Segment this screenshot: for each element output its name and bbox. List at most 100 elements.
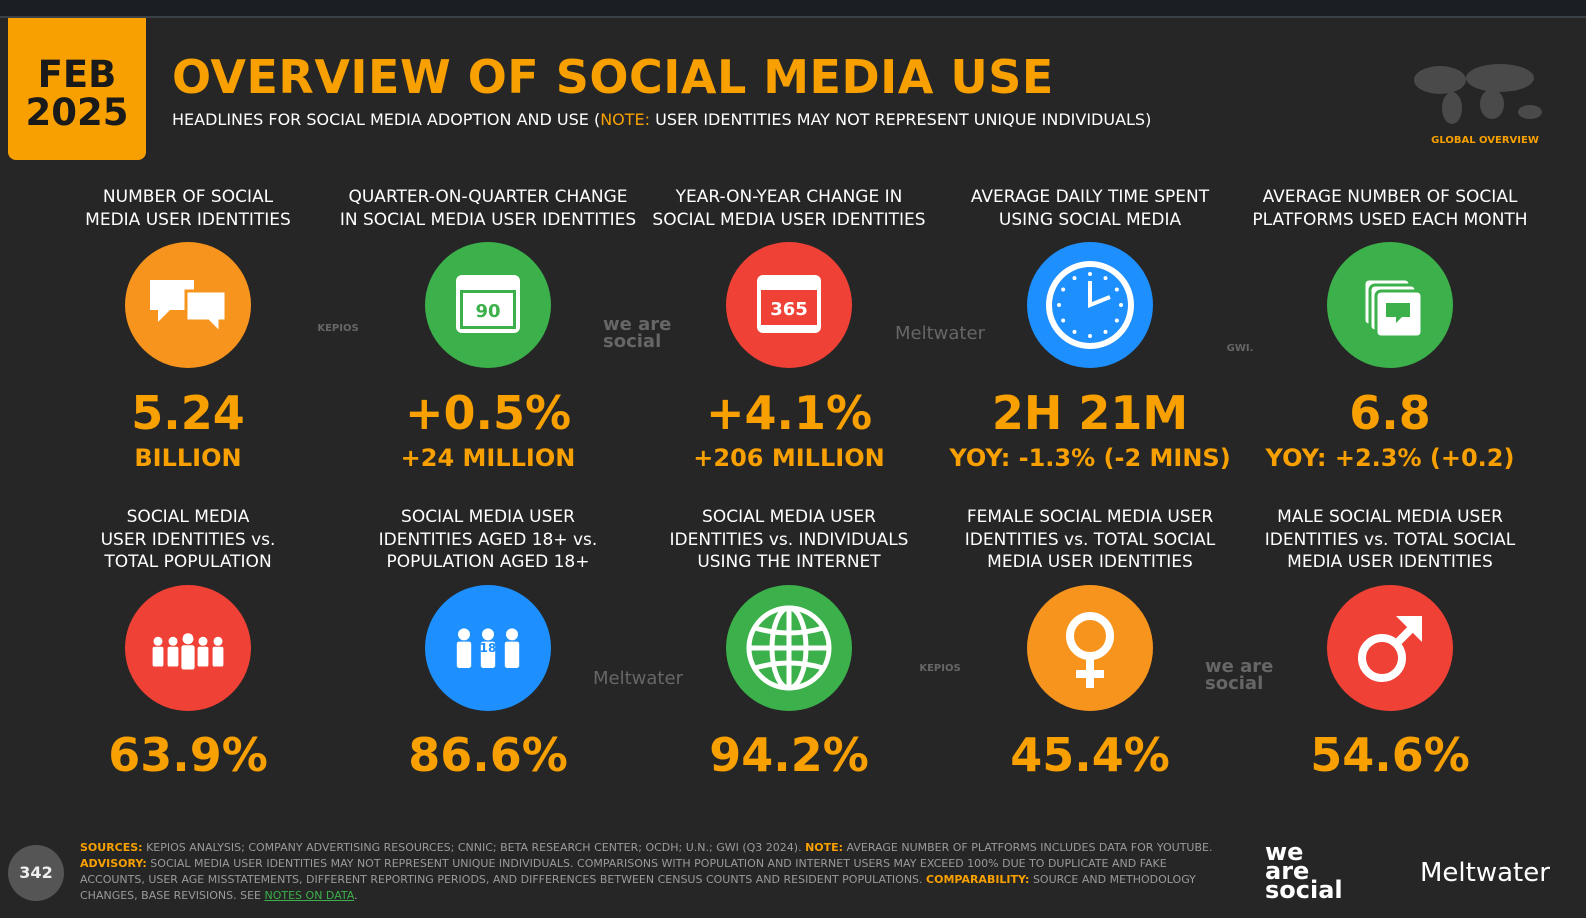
stat-label: AVERAGE DAILY TIME SPENT USING SOCIAL MED… [940,186,1240,231]
badge: GLOBAL OVERVIEW [1431,135,1539,146]
icon-shape [1088,334,1092,338]
text: SOURCE AND METHODOLOGY CHANGES, BASE REV… [80,873,1196,902]
label-line: MEDIA USER IDENTITIES [85,209,291,230]
label-line: FEMALE SOCIAL MEDIA USER [966,507,1214,527]
date-month: FEB [37,53,117,96]
icon-circle [1027,585,1153,711]
icon-shape [167,646,179,667]
logo: Meltwater [1420,858,1550,888]
subtitle-text: HEADLINES FOR SOCIAL MEDIA ADOPTION AND … [172,110,601,129]
icon-shape [150,280,194,322]
stat-icon: 365 [726,242,852,368]
label-line: SOCIAL MEDIA USER IDENTITIES [652,209,926,230]
logo: we are social [1265,838,1343,904]
text: KEPIOS ANALYSIS; COMPANY ADVERTISING RES… [142,841,806,854]
label-line: IN SOCIAL MEDIA USER IDENTITIES [339,209,637,230]
icon-shape [1358,634,1406,682]
label-line: AVERAGE NUMBER OF SOCIAL [1262,187,1518,207]
text: . [354,889,358,902]
stat-icon [1327,242,1453,368]
label-line: YEAR-ON-YEAR CHANGE IN [675,187,903,207]
title: OVERVIEW OF SOCIAL MEDIA USE [172,50,1054,104]
page-number: 342 [8,845,64,901]
label-line: TOTAL POPULATION [104,552,272,572]
stat-label: QUARTER-ON-QUARTER CHANGE IN SOCIAL MEDIA… [338,186,638,231]
subtitle-text: USER IDENTITIES MAY NOT REPRESENT UNIQUE… [650,110,1152,129]
stat-label: SOCIAL MEDIA USER IDENTITIES vs. TOTAL POP… [38,506,338,574]
icon-shape [761,290,817,325]
stat-value: +4.1% [705,386,873,440]
stat-value: 63.9% [108,728,268,782]
icon-shape [1061,318,1066,323]
icon-shape [197,646,209,667]
label-line: NUMBER OF SOCIAL [102,187,274,207]
stat-label: AVERAGE NUMBER OF SOCIAL PLATFORMS USED E… [1240,186,1540,231]
stat-value: 54.6% [1310,728,1470,782]
stat-label: FEMALE SOCIAL MEDIA USER IDENTITIES vs. T… [940,506,1240,574]
icon-shape [152,646,164,667]
stat-value: +0.5% [404,386,572,440]
label-line: AVERAGE DAILY TIME SPENT [970,187,1210,207]
icon-shape [212,646,224,667]
stat-icon [1027,585,1153,711]
stat-sub: +206 MILLION [693,444,885,472]
icon-shape [504,641,520,668]
stat-value: 94.2% [709,728,869,782]
icon-shape [463,293,513,326]
icon-shape [1072,276,1077,281]
icon-shape [1088,281,1111,308]
stat-icon: 90 [425,242,551,368]
stat-value: 45.4% [1010,728,1170,782]
icon-shape [198,636,208,646]
stat-sub: +24 MILLION [400,444,576,472]
icon-text: 90 [475,301,500,322]
label-line: IDENTITIES vs. INDIVIDUALS [669,529,909,550]
stat-value: 86.6% [408,728,568,782]
watermark: KEPIOS [317,323,359,334]
icon-shape [458,628,470,641]
label-line: POPULATION AGED 18+ [386,552,590,572]
label: SOURCES: [80,841,143,854]
icon-shape [1061,287,1066,292]
watermark: GWI. [1226,343,1254,354]
label-line: QUARTER-ON-QUARTER CHANGE [348,187,628,207]
label-line: MEDIA USER IDENTITIES [1287,552,1493,572]
footer-notes: SOURCES: KEPIOS ANALYSIS; COMPANY ADVERT… [80,840,1230,904]
text: SOCIAL MEDIA USER IDENTITIES MAY NOT REP… [80,857,1167,886]
watermark: we are social [1205,656,1274,694]
label: COMPARABILITY: [926,873,1030,886]
icon-shape [1114,287,1119,292]
top-bar [0,0,1586,18]
date-box: FEB 2025 [8,18,146,160]
label-line: IDENTITIES AGED 18+ vs. [378,529,598,550]
icon-shape [1396,616,1422,642]
icon-shape [1386,303,1410,323]
label-line: PLATFORMS USED EACH MONTH [1252,209,1528,230]
stat-sub: YOY: +2.3% (+0.2) [1265,444,1515,472]
icon-shape [754,625,824,671]
stat-label: SOCIAL MEDIA USER IDENTITIES vs. INDIVIDU… [639,506,939,574]
icon-shape [1114,318,1119,323]
icon-circle [1327,585,1453,711]
icon-shape [168,636,178,646]
label-line: MALE SOCIAL MEDIA USER [1277,507,1503,527]
stat-icon [1027,242,1153,368]
stat-icon: 18 [425,585,551,711]
stat-label: MALE SOCIAL MEDIA USER IDENTITIES vs. TOT… [1240,506,1540,574]
icon-shape [1103,329,1108,334]
link[interactable]: NOTES ON DATA [264,889,355,902]
stat-icon [125,242,251,368]
icon-shape [480,641,496,668]
watermark: we are social [603,314,672,352]
stat-value: 5.24 [131,386,245,440]
stat-label: YEAR-ON-YEAR CHANGE IN SOCIAL MEDIA USER … [639,186,939,231]
watermark: KEPIOS [919,663,961,674]
label-line: USER IDENTITIES vs. [100,529,276,550]
date-year: 2025 [25,91,129,134]
icon-shape [1088,272,1092,276]
label-line: USING SOCIAL MEDIA [998,209,1182,230]
text: AVERAGE NUMBER OF PLATFORMS INCLUDES DAT… [843,841,1213,854]
watermark: Meltwater [593,668,683,689]
